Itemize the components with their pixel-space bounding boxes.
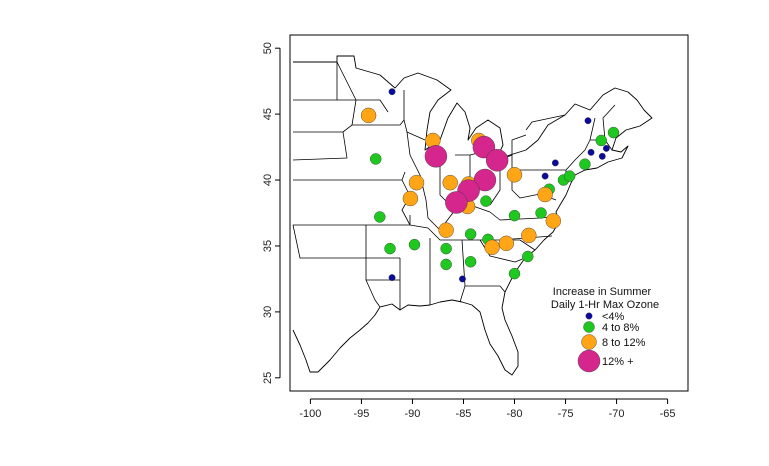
data-point-lt4	[459, 275, 466, 283]
data-point-4to8	[374, 211, 386, 223]
data-point-4to8	[440, 258, 452, 271]
data-point-lt4	[587, 148, 595, 156]
data-point-8to12	[360, 107, 377, 124]
y-tick-label: 50	[262, 42, 274, 54]
y-tick-label: 45	[262, 108, 274, 120]
x-tick-label: -100	[299, 408, 321, 420]
x-tick-label: -95	[353, 408, 369, 420]
x-tick-label: -90	[405, 408, 421, 420]
x-tick-label: -80	[507, 408, 523, 420]
legend-label-lt4: <4%	[602, 311, 625, 323]
legend-swatch-12plus	[577, 349, 601, 373]
data-point-4to8	[464, 256, 477, 268]
data-point-8to12	[402, 190, 419, 207]
x-tick-label: -85	[456, 408, 472, 420]
y-tick-label: 30	[262, 306, 274, 318]
data-point-4to8	[440, 242, 452, 255]
data-point-4to8	[384, 242, 396, 255]
data-point-4to8	[579, 158, 591, 170]
legend-title-line2: Daily 1-Hr Max Ozone	[551, 299, 659, 311]
data-point-8to12	[498, 235, 515, 252]
data-point-lt4	[584, 117, 592, 125]
data-point-4to8	[408, 238, 421, 251]
eastern-us-outline	[292, 55, 653, 376]
legend-label-4to8: 4 to 8%	[602, 322, 640, 334]
data-point-8to12	[442, 174, 458, 191]
legend-swatch-4to8	[583, 321, 595, 333]
data-point-4to8	[508, 209, 521, 222]
legend-label-8to12: 8 to 12%	[602, 337, 646, 349]
data-point-8to12	[545, 213, 561, 229]
data-point-lt4	[541, 172, 549, 180]
y-tick-label: 40	[262, 174, 274, 186]
data-point-12plus	[424, 145, 448, 168]
legend-swatch-8to12	[581, 334, 597, 350]
x-tick-label: -75	[558, 408, 574, 420]
data-point-4to8	[464, 228, 477, 240]
legend-title-line1: Increase in Summer	[553, 286, 652, 298]
data-point-lt4	[388, 88, 396, 96]
y-tick-label: 35	[262, 240, 274, 252]
legend-entries: <4%4 to 8% 8 to 12% 12% +	[577, 311, 646, 373]
data-point-4to8	[508, 267, 521, 280]
data-point-8to12	[506, 167, 523, 183]
data-points	[360, 88, 620, 283]
data-point-4to8	[595, 134, 607, 147]
plot-axes	[289, 34, 689, 392]
data-point-8to12	[521, 227, 537, 244]
data-point-4to8	[563, 170, 576, 182]
data-point-4to8	[522, 250, 534, 263]
data-point-12plus	[445, 191, 468, 214]
data-point-4to8	[535, 207, 547, 219]
data-point-12plus	[485, 149, 509, 172]
data-point-4to8	[480, 195, 492, 207]
plot-frame	[289, 34, 689, 392]
data-point-8to12	[408, 174, 425, 191]
data-point-4to8	[607, 126, 620, 139]
axis-ticks: -100 -95 -90 -85 -80 -75 -70 -65 25 30 35 40 45 50	[262, 42, 676, 420]
legend: Increase in Summer Daily 1-Hr Max Ozone …	[551, 286, 659, 373]
data-point-lt4	[551, 159, 559, 167]
data-point-8to12	[438, 222, 454, 238]
data-point-12plus	[473, 168, 497, 192]
data-point-8to12	[537, 186, 553, 203]
data-point-lt4	[602, 144, 610, 152]
legend-label-12plus: 12% +	[602, 356, 634, 368]
legend-swatch-lt4	[585, 312, 593, 320]
y-tick-label: 25	[262, 372, 274, 384]
data-point-lt4	[598, 152, 606, 160]
data-point-4to8	[370, 153, 382, 165]
x-tick-label: -65	[660, 408, 676, 420]
x-tick-label: -70	[609, 408, 625, 420]
data-point-8to12	[484, 239, 500, 255]
data-point-lt4	[388, 274, 396, 282]
